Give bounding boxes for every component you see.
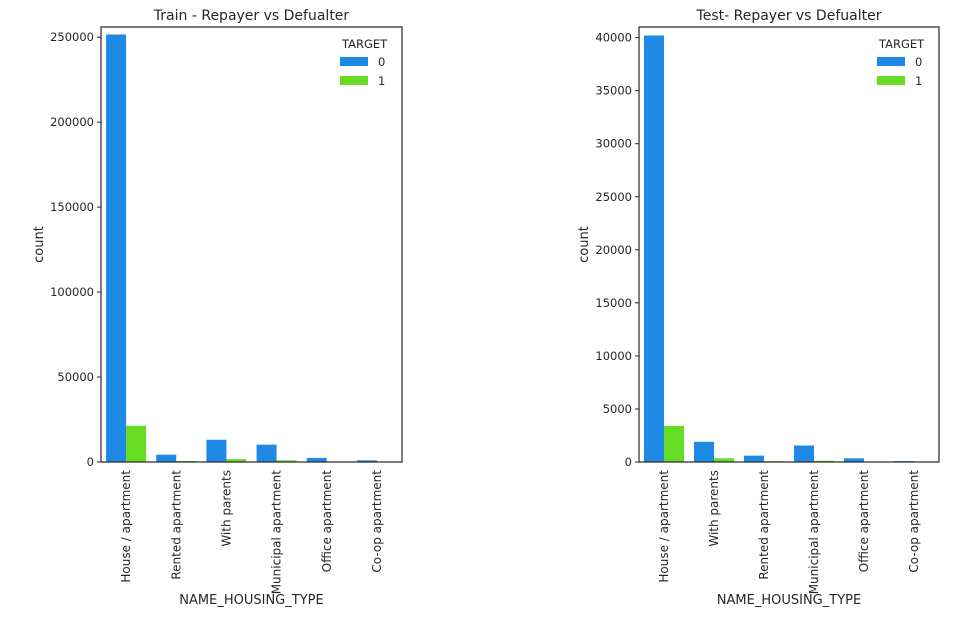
x-tick-label: Office apartment bbox=[857, 470, 871, 572]
bar-target-0-rented-apartment bbox=[744, 455, 764, 462]
y-tick-label: 10000 bbox=[595, 349, 632, 363]
bar-target-0-office-apartment bbox=[844, 458, 864, 462]
legend-swatch-1 bbox=[877, 76, 905, 85]
y-tick-label: 200000 bbox=[50, 115, 94, 129]
chart-train: 0 50000 100000 150000 200000 250000 House / ap… bbox=[32, 8, 403, 608]
axes-frame bbox=[638, 26, 940, 463]
bar-target-1-with-parents bbox=[714, 458, 734, 462]
y-tick-label: 250000 bbox=[50, 30, 94, 44]
bar-target-0-rented-apartment bbox=[156, 454, 177, 462]
y-tick-label: 0 bbox=[87, 455, 94, 469]
y-tick-label: 40000 bbox=[595, 31, 632, 45]
axes-frame bbox=[100, 26, 403, 463]
legend: TARGET 0 1 bbox=[877, 37, 925, 88]
legend-swatch-0 bbox=[340, 57, 368, 66]
legend-title: TARGET bbox=[341, 37, 388, 51]
x-tick-label: House / apartment bbox=[657, 470, 671, 583]
bar-target-0-house-apartment bbox=[644, 35, 664, 463]
legend-label-0: 0 bbox=[915, 55, 922, 69]
y-tick-label: 30000 bbox=[595, 137, 632, 151]
y-tick-label: 20000 bbox=[595, 243, 632, 257]
bar-target-0-with-parents bbox=[206, 439, 227, 462]
bar-target-1-municipal-apartment bbox=[276, 460, 297, 462]
y-tick-label: 0 bbox=[625, 455, 632, 469]
legend-swatch-1 bbox=[340, 76, 368, 85]
bar-target-0-with-parents bbox=[694, 441, 714, 462]
x-tick-label: Office apartment bbox=[320, 470, 334, 572]
bar-target-0-house-apartment bbox=[106, 34, 127, 462]
chart-title: Train - Repayer vs Defualter bbox=[153, 8, 350, 24]
x-tick-label: Rented apartment bbox=[757, 470, 771, 580]
y-axis-label: count bbox=[577, 226, 592, 263]
x-tick-label: With parents bbox=[219, 470, 233, 547]
bar-target-0-co-op-apartment bbox=[356, 460, 377, 462]
x-axis-label: NAME_HOUSING_TYPE bbox=[179, 593, 323, 608]
bar-target-1-house-apartment bbox=[664, 425, 684, 462]
y-tick-label: 100000 bbox=[50, 285, 94, 299]
bar-target-0-municipal-apartment bbox=[256, 444, 277, 462]
y-tick-label: 25000 bbox=[595, 190, 632, 204]
x-tick-label: With parents bbox=[707, 470, 721, 547]
x-axis-label: NAME_HOUSING_TYPE bbox=[717, 593, 861, 608]
y-tick-label: 150000 bbox=[50, 200, 94, 214]
x-tick-label: Rented apartment bbox=[169, 470, 183, 580]
x-tick-label: Municipal apartment bbox=[270, 470, 284, 595]
legend: TARGET 0 1 bbox=[340, 37, 388, 88]
x-tick-label: Municipal apartment bbox=[807, 470, 821, 595]
bar-target-1-house-apartment bbox=[126, 425, 147, 462]
legend-label-0: 0 bbox=[378, 55, 385, 69]
y-tick-label: 50000 bbox=[57, 370, 94, 384]
chart-test: 0 5000 10000 15000 20000 25000 30000 35000 40000… bbox=[577, 8, 940, 608]
legend-swatch-0 bbox=[877, 57, 905, 66]
y-tick-label: 15000 bbox=[595, 296, 632, 310]
x-tick-label: House / apartment bbox=[119, 470, 133, 583]
y-tick-label: 5000 bbox=[603, 402, 632, 416]
y-axis-label: count bbox=[32, 226, 47, 263]
bar-target-0-municipal-apartment bbox=[794, 445, 814, 462]
x-tick-label: Co-op apartment bbox=[907, 470, 921, 573]
y-tick-label: 35000 bbox=[595, 84, 632, 98]
bar-target-1-municipal-apartment bbox=[814, 460, 834, 462]
bar-target-0-office-apartment bbox=[306, 457, 327, 462]
bar-target-1-with-parents bbox=[226, 459, 247, 462]
x-tick-label: Co-op apartment bbox=[370, 470, 384, 573]
chart-title: Test- Repayer vs Defualter bbox=[696, 8, 882, 24]
legend-label-1: 1 bbox=[378, 74, 385, 88]
legend-title: TARGET bbox=[878, 37, 925, 51]
legend-label-1: 1 bbox=[915, 74, 922, 88]
